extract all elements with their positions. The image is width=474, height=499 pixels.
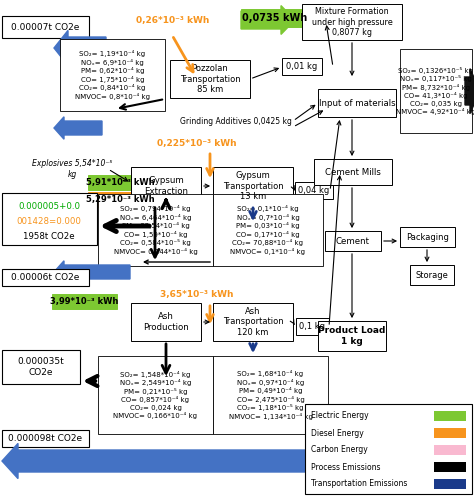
Bar (213, 167, 293, 205)
Text: Grinding Additives 0,0425 kg: Grinding Additives 0,0425 kg (180, 116, 292, 126)
Bar (282, 58, 322, 75)
Text: 5,29*10⁻³ kWh: 5,29*10⁻³ kWh (86, 195, 155, 204)
Bar (131, 303, 201, 341)
Bar (434, 411, 466, 421)
Bar (302, 4, 402, 40)
Bar (314, 159, 392, 185)
Bar (318, 89, 396, 117)
Text: 3,65*10⁻³ kWh: 3,65*10⁻³ kWh (160, 290, 234, 299)
Bar (325, 231, 381, 251)
Bar (88, 175, 153, 190)
Bar (2, 16, 89, 38)
Bar (400, 49, 472, 133)
Text: 0.000005+0.0: 0.000005+0.0 (18, 202, 80, 211)
Text: Input of materials: Input of materials (319, 98, 395, 107)
Polygon shape (54, 261, 130, 283)
Text: 0.00006t CO2e: 0.00006t CO2e (11, 273, 80, 282)
Polygon shape (54, 117, 102, 139)
Text: 0,0735 kWh: 0,0735 kWh (242, 13, 308, 23)
Polygon shape (54, 30, 106, 65)
Text: 3,99*10⁻³ kWh: 3,99*10⁻³ kWh (50, 297, 119, 306)
Text: Process Emissions: Process Emissions (311, 463, 381, 472)
Bar (213, 194, 323, 266)
Text: Ash
Transportation
120 km: Ash Transportation 120 km (223, 307, 283, 337)
Bar (318, 321, 386, 351)
Text: Transportation Emissions: Transportation Emissions (311, 480, 407, 489)
Text: SO₂= 0,794*10⁻⁴ kg
NOₓ= 6,464*10⁻⁴ kg
PM= 32,54*10⁻⁴ kg
CO= 1,59*10⁻⁴ kg
CO₂= 0,: SO₂= 0,794*10⁻⁴ kg NOₓ= 6,464*10⁻⁴ kg PM… (114, 205, 197, 255)
Bar (170, 60, 250, 98)
Text: Cement Mills: Cement Mills (325, 168, 381, 177)
Text: Storage: Storage (416, 270, 448, 279)
Text: 0,04 kg: 0,04 kg (298, 186, 329, 195)
Text: Pozzolan
Transportation
85 km: Pozzolan Transportation 85 km (180, 64, 240, 94)
Bar (296, 318, 329, 335)
Text: SO₂= 0,1*10⁻⁴ kg
NOₓ= 0,7*10⁻⁴ kg
PM= 0,03*10⁻⁴ kg
CO= 0,17*10⁻⁴ kg
CO₂= 70,88*1: SO₂= 0,1*10⁻⁴ kg NOₓ= 0,7*10⁻⁴ kg PM= 0,… (230, 205, 306, 255)
Bar (213, 356, 328, 434)
Text: Mixture Formation
under high pressure
0,8077 kg: Mixture Formation under high pressure 0,… (311, 7, 392, 37)
Bar (52, 294, 117, 309)
Bar (410, 265, 454, 285)
Text: SO₂= 1,68*10⁻⁴ kg
NOₓ= 0,97*10⁻⁴ kg
PM= 0,49*10⁻⁴ kg
CO= 2,475*10⁻⁴ kg
CO₂= 1,18: SO₂= 1,68*10⁻⁴ kg NOₓ= 0,97*10⁻⁴ kg PM= … (228, 370, 312, 420)
Text: 1958t CO2e: 1958t CO2e (23, 232, 75, 241)
Bar (2, 350, 80, 384)
Bar (400, 227, 455, 247)
Bar (213, 303, 293, 341)
Text: SO₂= 1,19*10⁻⁴ kg
NOₓ= 6,9*10⁻⁴ kg
PM= 0,62*10⁻⁴ kg
CO= 1,75*10⁻⁴ kg
CO₂= 0,84*1: SO₂= 1,19*10⁻⁴ kg NOₓ= 6,9*10⁻⁴ kg PM= 0… (75, 50, 150, 100)
Text: Packaging: Packaging (406, 233, 449, 242)
Polygon shape (241, 5, 295, 34)
Text: Explosives 5,54*10⁻⁵
kg: Explosives 5,54*10⁻⁵ kg (32, 159, 112, 179)
Text: Gypsum
Extraction: Gypsum Extraction (144, 176, 188, 196)
Text: 5,91*10⁻³ kWh: 5,91*10⁻³ kWh (86, 178, 155, 187)
Bar (434, 479, 466, 489)
Bar (434, 445, 466, 455)
Text: 0,01 kg: 0,01 kg (286, 62, 318, 71)
Polygon shape (2, 444, 308, 479)
Bar (98, 194, 213, 266)
Bar (98, 356, 213, 434)
Text: 0.000035t
CO2e: 0.000035t CO2e (18, 357, 64, 377)
Bar (131, 167, 201, 205)
Text: Diesel Energy: Diesel Energy (311, 429, 364, 438)
Text: 0,26*10⁻³ kWh: 0,26*10⁻³ kWh (137, 15, 210, 24)
Bar (434, 462, 466, 472)
Text: Cement: Cement (336, 237, 370, 246)
Bar (2, 269, 89, 286)
Text: 001428=0.000: 001428=0.000 (17, 217, 82, 226)
Bar (305, 404, 472, 494)
Polygon shape (465, 68, 474, 113)
Bar (434, 428, 466, 438)
Bar (60, 39, 165, 111)
Text: Gypsum
Transportation
13 km: Gypsum Transportation 13 km (223, 171, 283, 201)
Text: 0,225*10⁻³ kWh: 0,225*10⁻³ kWh (157, 139, 237, 148)
Text: SO₂= 0,1326*10⁻⁵ kg
NOₓ= 0,117*10⁻⁵ kg
PM= 8,732*10⁻⁴ kg
CO= 41,3*10⁻⁴ kg
CO₂= 0: SO₂= 0,1326*10⁻⁵ kg NOₓ= 0,117*10⁻⁵ kg P… (396, 67, 474, 115)
Bar (241, 9, 309, 27)
Text: SO₂= 1,548*10⁻⁴ kg
NOₓ= 2,549*10⁻⁴ kg
PM= 0,21*10⁻⁵ kg
CO= 0,857*10⁻⁴ kg
CO₂= 0,: SO₂= 1,548*10⁻⁴ kg NOₓ= 2,549*10⁻⁴ kg PM… (113, 371, 198, 419)
Bar (2, 430, 89, 447)
Text: Product Load
1 kg: Product Load 1 kg (319, 326, 386, 346)
Text: Ash
Production: Ash Production (143, 312, 189, 332)
Text: Carbon Energy: Carbon Energy (311, 446, 368, 455)
Bar (88, 192, 153, 207)
Bar (295, 182, 333, 199)
Text: Electric Energy: Electric Energy (311, 412, 369, 421)
Bar (2, 193, 97, 245)
Text: 0,1 kg: 0,1 kg (300, 322, 326, 331)
Text: 0.00007t CO2e: 0.00007t CO2e (11, 22, 80, 31)
Text: 0.000098t CO2e: 0.000098t CO2e (9, 434, 82, 443)
